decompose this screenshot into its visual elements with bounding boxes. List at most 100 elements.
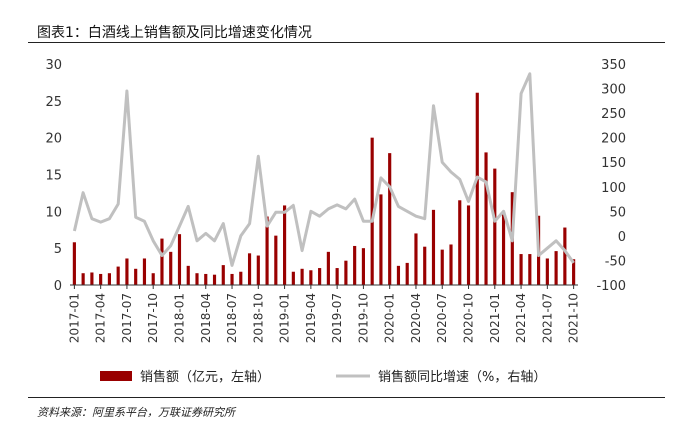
bar xyxy=(475,92,479,285)
bar xyxy=(81,273,85,285)
bar xyxy=(466,205,471,285)
left-tick-label: 5 xyxy=(54,242,62,257)
x-axis: 2017-01 2017-04 2017-07 2017-10 2018-01 2018-… xyxy=(67,284,581,343)
bar xyxy=(396,265,401,285)
bar xyxy=(554,251,558,285)
bar xyxy=(344,260,348,285)
bar xyxy=(151,273,155,285)
bar xyxy=(221,265,225,285)
x-tick-label: 2020-01 xyxy=(383,293,397,343)
x-tick-label: 2018-07 xyxy=(225,293,239,343)
right-tick-label: 50 xyxy=(609,205,626,220)
left-tick-label: 0 xyxy=(54,279,62,294)
bar xyxy=(230,273,234,285)
bar xyxy=(247,253,252,285)
x-tick-label: 2020-07 xyxy=(435,293,449,343)
left-axis: 0 5 10 15 20 25 30 xyxy=(45,58,62,294)
bar xyxy=(528,254,532,285)
x-tick-label: 2021-04 xyxy=(514,293,528,343)
x-tick-label: 2021-07 xyxy=(540,293,554,343)
right-tick-label: 200 xyxy=(601,132,626,147)
legend: 销售额（亿元，左轴） 销售额同比增速（%，右轴） xyxy=(100,369,546,385)
bar xyxy=(335,268,339,285)
x-tick-label: 2017-04 xyxy=(94,293,108,343)
legend-bar-label: 销售额（亿元，左轴） xyxy=(140,369,270,385)
right-tick-label: 150 xyxy=(601,156,626,171)
bar xyxy=(388,153,392,285)
bar xyxy=(72,242,76,285)
bar xyxy=(318,268,322,285)
x-tick-label: 2019-10 xyxy=(356,293,370,343)
bar xyxy=(458,200,462,285)
bar xyxy=(370,137,374,285)
bar xyxy=(134,268,138,285)
growth-line xyxy=(72,72,575,267)
source-rule xyxy=(28,397,665,398)
figure-title: 图表1：白酒线上销售额及同比增速变化情况 xyxy=(37,25,312,41)
bar xyxy=(256,255,260,285)
right-tick-label: 300 xyxy=(601,83,626,98)
bar xyxy=(309,270,313,285)
title-rule xyxy=(28,42,665,43)
bar xyxy=(291,271,295,285)
bar xyxy=(116,266,120,285)
bar xyxy=(423,246,427,285)
bar xyxy=(177,234,182,285)
x-tick-label: 2018-10 xyxy=(251,293,265,343)
bar xyxy=(283,205,287,285)
bar xyxy=(493,168,497,285)
legend-bar-swatch xyxy=(100,371,132,381)
right-tick-label: -50 xyxy=(605,254,626,269)
right-tick-label: 100 xyxy=(601,181,626,196)
x-tick-label: 2020-04 xyxy=(409,293,423,343)
x-tick-label: 2018-04 xyxy=(199,293,213,343)
bar xyxy=(169,251,173,285)
bar xyxy=(545,258,549,285)
x-tick-label: 2021-10 xyxy=(567,293,581,343)
bar xyxy=(142,258,147,285)
bar xyxy=(414,233,418,285)
legend-line-label: 销售额同比增速（%，右轴） xyxy=(378,369,546,385)
bar xyxy=(186,265,190,285)
right-tick-label: 0 xyxy=(618,230,626,245)
right-tick-label: 350 xyxy=(601,58,626,73)
x-tick-label: 2018-01 xyxy=(172,293,186,343)
bar xyxy=(563,227,567,285)
bar xyxy=(501,212,506,285)
x-tick-label: 2019-04 xyxy=(304,293,318,343)
bar xyxy=(90,272,94,285)
bar xyxy=(125,258,129,285)
bar xyxy=(99,273,103,285)
x-tick-label: 2017-10 xyxy=(146,293,160,343)
right-tick-label: -100 xyxy=(596,279,626,294)
bar xyxy=(239,271,243,285)
bar xyxy=(484,152,488,285)
bar xyxy=(160,238,164,285)
bar xyxy=(405,262,409,285)
bar xyxy=(204,273,208,285)
bar xyxy=(361,248,365,285)
source-note: 资料来源：阿里系平台，万联证券研究所 xyxy=(37,406,235,419)
left-tick-label: 20 xyxy=(45,132,62,147)
bar xyxy=(572,259,576,285)
bar xyxy=(265,216,269,285)
bar xyxy=(379,194,383,285)
left-tick-label: 30 xyxy=(45,58,62,73)
bar xyxy=(274,235,278,285)
left-tick-label: 25 xyxy=(45,95,62,110)
right-axis: -100 -50 0 50 100 150 200 250 300 350 xyxy=(596,58,626,294)
bar xyxy=(519,254,523,285)
right-tick-label: 250 xyxy=(601,107,626,122)
left-tick-label: 10 xyxy=(45,205,62,220)
bar xyxy=(300,268,304,285)
x-tick-label: 2017-01 xyxy=(67,293,81,343)
left-tick-label: 15 xyxy=(45,169,62,184)
x-tick-label: 2019-07 xyxy=(330,293,344,343)
bar xyxy=(195,273,199,285)
bar xyxy=(353,245,357,285)
bar xyxy=(449,244,453,285)
bar xyxy=(326,251,330,285)
x-tick-label: 2021-01 xyxy=(488,293,502,343)
x-tick-label: 2017-07 xyxy=(120,293,134,343)
